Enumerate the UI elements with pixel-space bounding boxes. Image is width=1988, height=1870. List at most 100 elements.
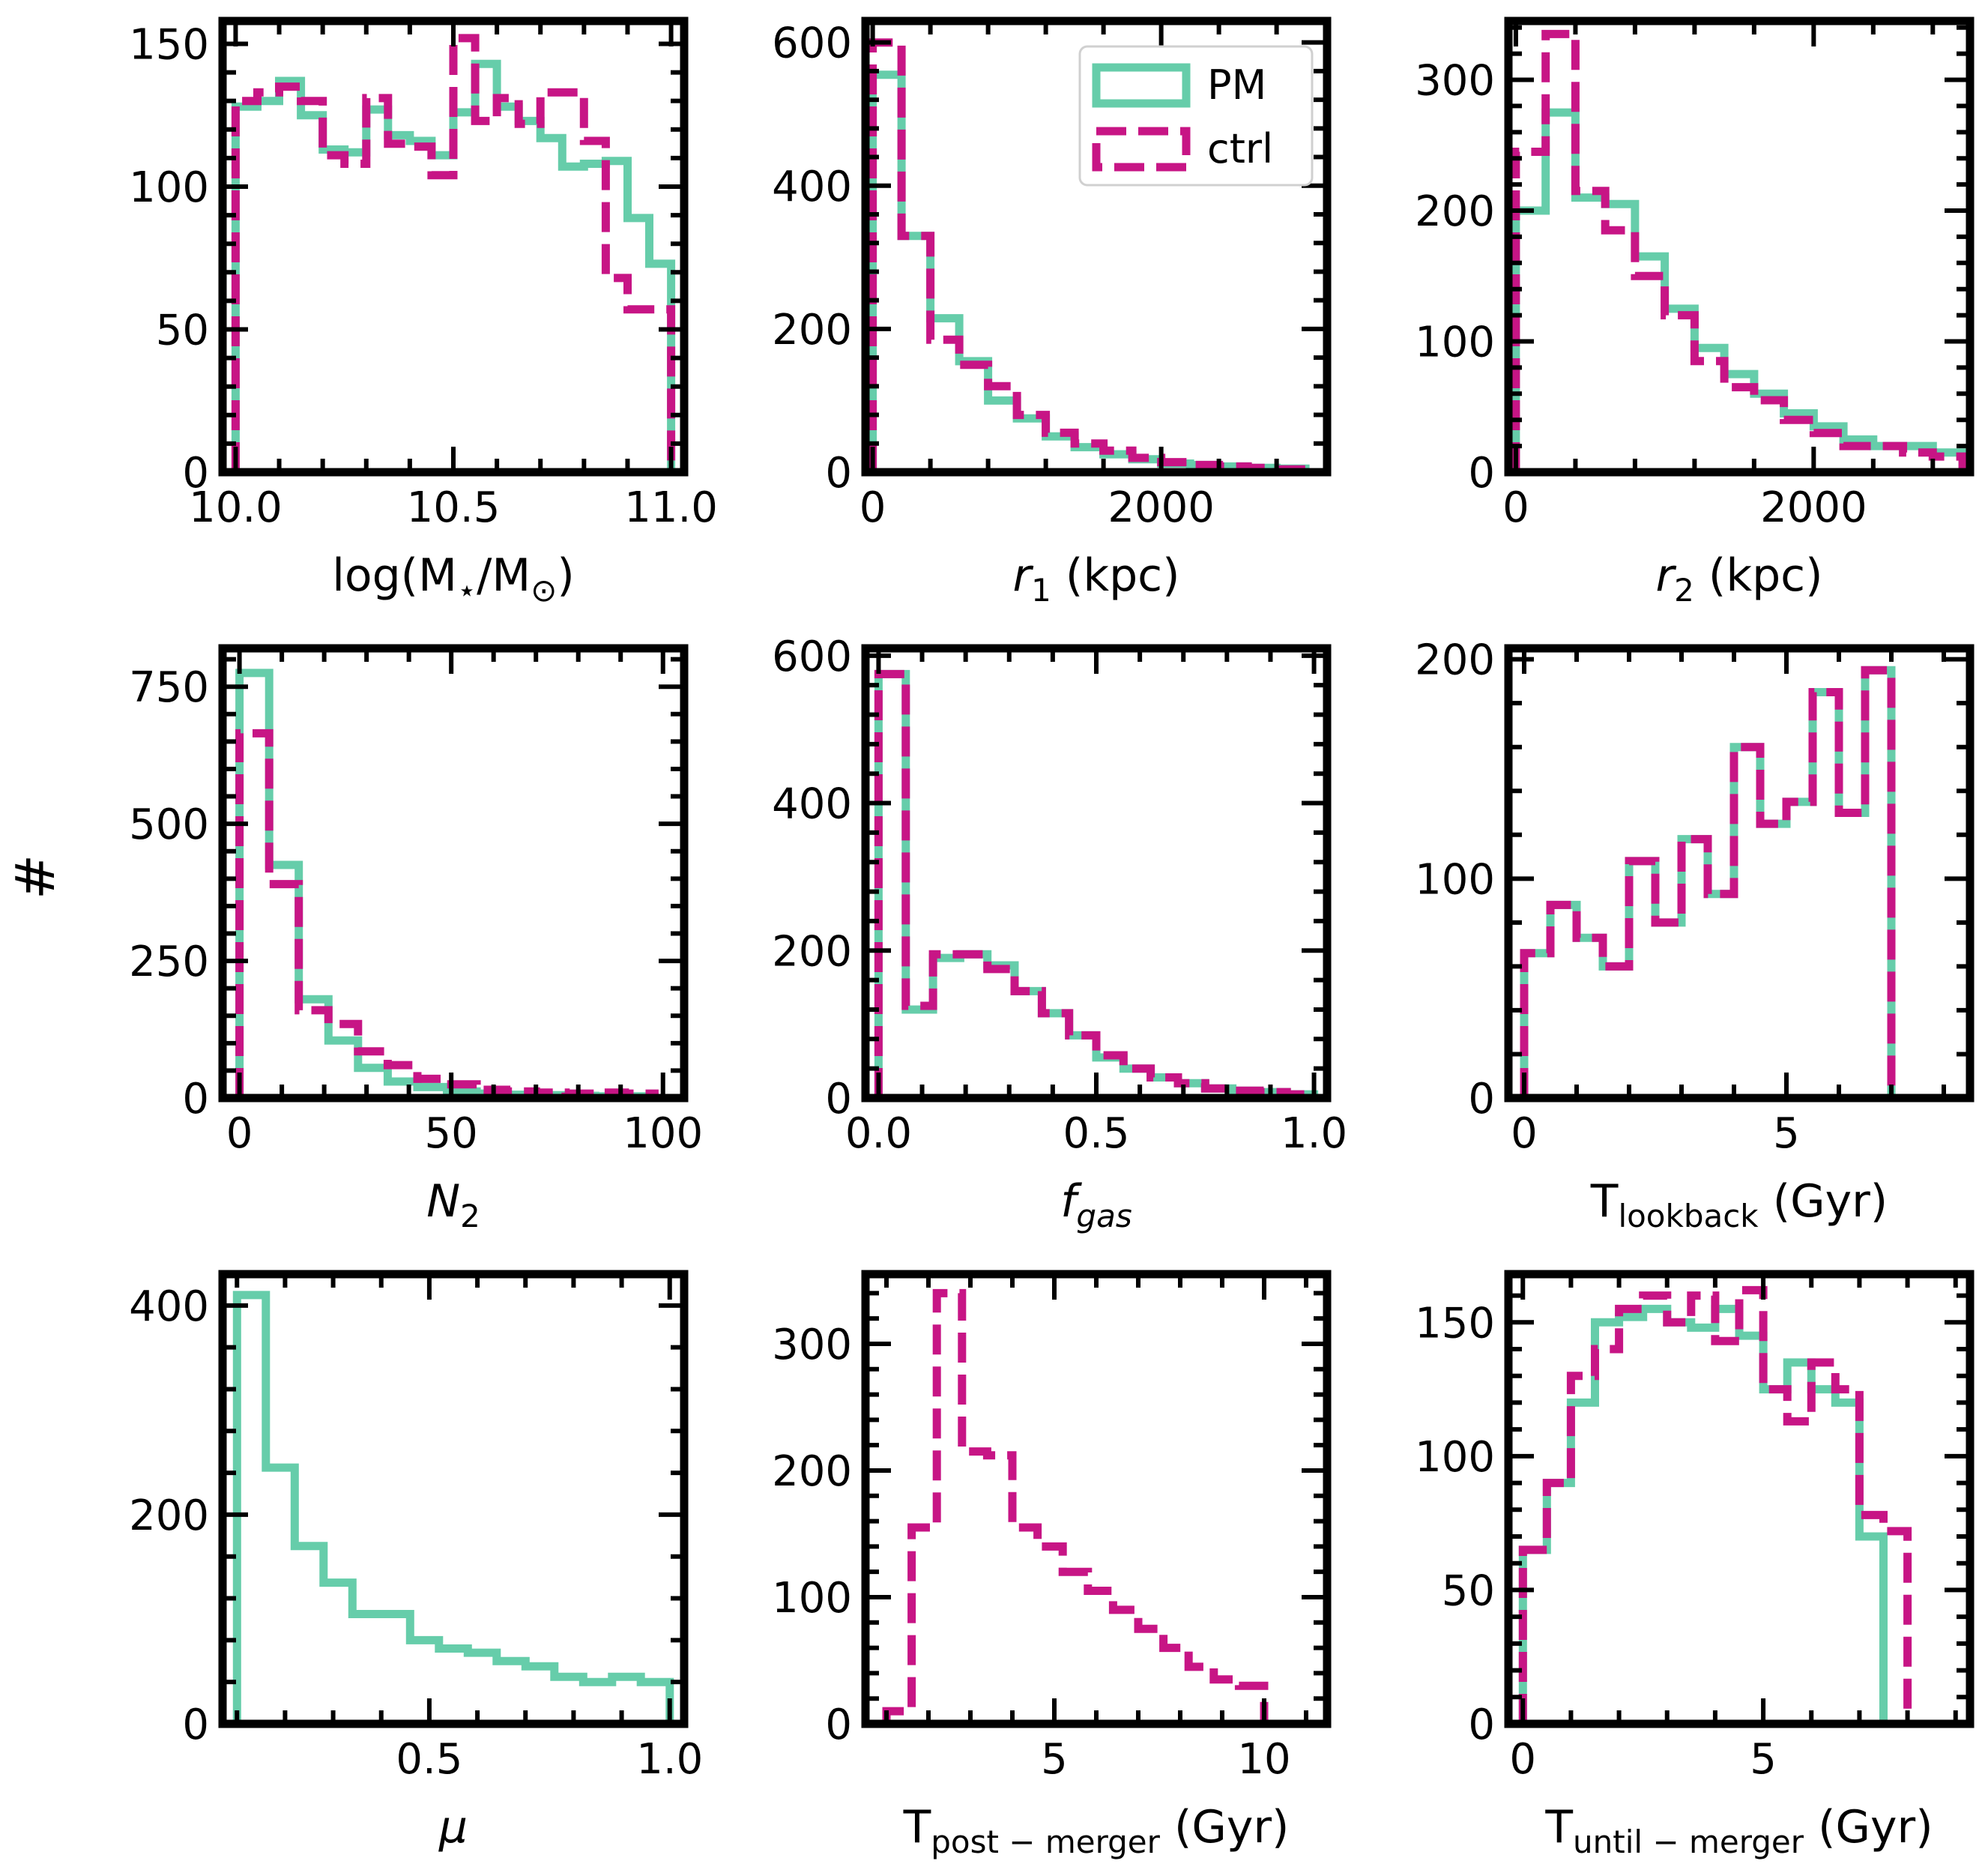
x-tick-label: 5	[1750, 1735, 1777, 1784]
histogram-ctrl-series	[231, 34, 676, 472]
y-tick-label: 200	[1415, 187, 1495, 236]
y-tick-label: 100	[1415, 855, 1495, 904]
axes-frame	[1504, 644, 1975, 1103]
y-tick-label: 300	[772, 1321, 852, 1369]
x-tick-label: 5	[1041, 1735, 1068, 1784]
legend-label-pm: PM	[1207, 61, 1266, 109]
histogram-ctrl-series	[1511, 29, 1967, 472]
x-axis-label: Tpost − merger (Gyr)	[903, 1801, 1290, 1860]
y-tick-label: 50	[1442, 1566, 1495, 1615]
y-tick-label: 200	[772, 1447, 852, 1496]
legend-label-ctrl: ctrl	[1207, 125, 1273, 172]
x-tick-label: 0.5	[396, 1735, 462, 1784]
histogram-ctrl-series	[868, 38, 1310, 472]
x-tick-label: 10.0	[189, 483, 283, 532]
axes-frame	[861, 16, 1332, 477]
axes-frame	[218, 1270, 689, 1728]
y-tick-label: 200	[772, 306, 852, 355]
histogram-ctrl-series	[874, 669, 1319, 1098]
panel-6: 0 100 200 0 5 Tlookback (Gyr)	[1415, 636, 1975, 1234]
legend: PM ctrl	[1078, 45, 1314, 187]
y-tick-label: 750	[129, 663, 209, 712]
x-tick-label: 11.0	[624, 483, 718, 532]
axes-frame	[861, 644, 1332, 1103]
histogram-pm-series	[235, 669, 659, 1098]
y-tick-label: 250	[129, 938, 209, 986]
y-tick-label: 400	[772, 163, 852, 211]
axes-frame	[1504, 1270, 1975, 1728]
panel-2: 0 200 400 600 0 2000 r1 (kpc) PM ctrl	[772, 16, 1332, 609]
histogram-ctrl-series	[1520, 666, 1944, 1098]
panel-5: 0 200 400 600 0.0 0.5 1.0 fgas	[772, 633, 1347, 1234]
x-axis-label: Tlookback (Gyr)	[1590, 1175, 1888, 1234]
histogram-pm-series	[232, 1291, 674, 1724]
axes-frame	[861, 1270, 1332, 1728]
x-tick-label: 100	[623, 1109, 703, 1158]
y-tick-label: 100	[772, 1574, 852, 1623]
histogram-ctrl-series	[882, 1288, 1290, 1724]
y-tick-label: 0	[182, 449, 209, 498]
x-tick-label: 2000	[1760, 483, 1867, 532]
y-tick-label: 400	[129, 1282, 209, 1331]
x-tick-label: 0	[859, 483, 886, 532]
x-tick-label: 1.0	[636, 1735, 703, 1784]
legend-box	[1078, 45, 1314, 187]
y-tick-label: 600	[772, 19, 852, 68]
y-tick-label: 100	[1415, 319, 1495, 367]
x-axis-label: Tuntil − merger (Gyr)	[1544, 1801, 1933, 1860]
global-y-axis-label: #	[4, 854, 67, 899]
x-axis-label: r1 (kpc)	[1012, 549, 1179, 609]
y-tick-label: 0	[825, 1701, 852, 1749]
x-axis-label: fgas	[1060, 1175, 1132, 1234]
x-tick-label: 2000	[1108, 483, 1215, 532]
axes-frame	[218, 644, 689, 1103]
x-tick-label: 5	[1773, 1109, 1800, 1158]
y-tick-label: 200	[129, 1492, 209, 1540]
y-tick-label: 0	[1468, 449, 1495, 498]
y-tick-label: 400	[772, 780, 852, 829]
panel-1: 0 50 100 150 10.0 10.5 11.0 log(M⋆/M⊙)	[129, 16, 718, 609]
axes-frame	[1504, 16, 1975, 477]
y-tick-label: 600	[772, 633, 852, 681]
panel-9: 0 50 100 150 0 5 Tuntil − merger (Gyr)	[1415, 1270, 1975, 1860]
panel-4: 0 250 500 750 0 50 100 N2	[129, 644, 703, 1234]
x-axis-label: N2	[426, 1175, 480, 1234]
legend-swatch-ctrl	[1092, 127, 1191, 172]
y-tick-label: 150	[1415, 1299, 1495, 1348]
x-tick-label: 10.5	[407, 483, 501, 532]
y-tick-label: 0	[825, 1075, 852, 1123]
legend-swatch-pm	[1092, 63, 1191, 108]
y-tick-label: 0	[182, 1701, 209, 1749]
x-tick-label: 10	[1237, 1735, 1290, 1784]
y-tick-label: 300	[1415, 57, 1495, 106]
x-tick-label: 0.5	[1063, 1109, 1129, 1158]
panel-3: 0 100 200 300 0 2000 r2 (kpc)	[1415, 16, 1975, 609]
x-tick-label: 1.0	[1281, 1109, 1347, 1158]
y-tick-label: 200	[772, 927, 852, 976]
y-tick-label: 150	[129, 20, 209, 69]
panel-8: 0 100 200 300 5 10 Tpost − merger (Gyr)	[772, 1270, 1332, 1860]
x-axis-label: log(M⋆/M⊙)	[332, 549, 575, 609]
x-tick-label: 50	[425, 1109, 478, 1158]
y-tick-label: 200	[1415, 636, 1495, 685]
y-tick-label: 0	[1468, 1701, 1495, 1749]
axes-frame	[218, 16, 689, 477]
histogram-pm-series	[1511, 108, 1967, 472]
x-axis-label: μ	[438, 1801, 468, 1854]
panel-7: 0 200 400 0.5 1.0 μ	[129, 1270, 703, 1854]
x-tick-label: 0.0	[845, 1109, 912, 1158]
y-tick-label: 100	[129, 163, 209, 212]
x-tick-label: 0	[1511, 1109, 1538, 1158]
x-axis-label: r2 (kpc)	[1655, 549, 1822, 609]
histogram-ctrl-series	[1518, 1285, 1932, 1724]
histogram-ctrl-series	[235, 729, 659, 1098]
y-tick-label: 50	[156, 306, 209, 355]
x-tick-label: 0	[1509, 1735, 1536, 1784]
x-tick-label: 0	[226, 1109, 253, 1158]
y-tick-label: 500	[129, 800, 209, 849]
y-tick-label: 0	[182, 1075, 209, 1123]
y-tick-label: 100	[1415, 1433, 1495, 1482]
y-tick-label: 0	[1468, 1075, 1495, 1123]
y-tick-label: 0	[825, 449, 852, 498]
